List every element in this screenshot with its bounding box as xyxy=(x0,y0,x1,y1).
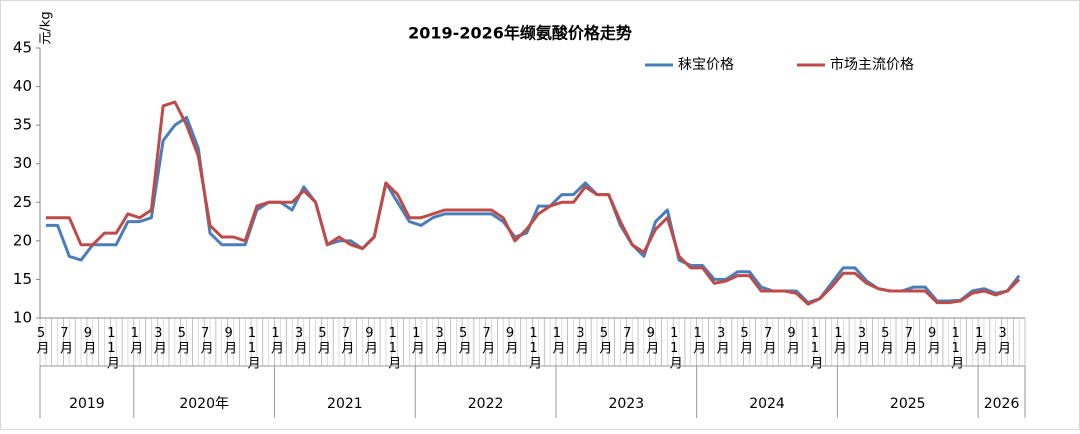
x-tick-label: 1月 xyxy=(127,326,143,355)
legend-label: 市场主流价格 xyxy=(830,56,914,73)
year-label: 2025 xyxy=(890,396,926,412)
x-tick-label: 3月 xyxy=(995,326,1011,355)
y-tick-label: 45 xyxy=(13,39,32,57)
y-tick-label: 20 xyxy=(13,231,32,249)
x-tick-label: 3月 xyxy=(714,326,730,355)
x-tick-label: 9月 xyxy=(784,326,800,355)
x-tick-label: 5月 xyxy=(596,326,612,355)
x-tick-label: 5月 xyxy=(737,326,753,355)
x-tick-label: 11月 xyxy=(667,326,683,370)
x-tick-label: 1月 xyxy=(972,326,988,355)
year-label: 2021 xyxy=(327,396,363,412)
x-tick-label: 11月 xyxy=(948,326,964,370)
x-tick-label: 9月 xyxy=(503,326,519,355)
x-tick-label: 5月 xyxy=(456,326,472,355)
x-tick-label: 3月 xyxy=(854,326,870,355)
y-tick-label: 35 xyxy=(13,116,32,134)
x-tick-label: 3月 xyxy=(291,326,307,355)
x-tick-label: 1月 xyxy=(409,326,425,355)
x-tick-label: 9月 xyxy=(925,326,941,355)
year-label: 2026 xyxy=(984,396,1020,412)
x-tick-label: 7月 xyxy=(761,326,777,355)
x-tick-label: 11月 xyxy=(245,326,260,370)
y-tick-label: 15 xyxy=(13,270,32,288)
x-tick-label: 9月 xyxy=(221,326,237,355)
y-tick-label: 25 xyxy=(13,193,32,211)
x-tick-label: 1月 xyxy=(268,326,284,355)
x-tick-label: 9月 xyxy=(643,326,659,355)
x-tick-label: 5月 xyxy=(34,326,50,355)
x-tick-label: 3月 xyxy=(432,326,448,355)
x-tick-label: 7月 xyxy=(57,326,73,355)
x-tick-label: 11月 xyxy=(385,326,401,370)
x-tick-label: 5月 xyxy=(174,326,190,355)
series-line xyxy=(45,100,1021,306)
x-tick-label: 9月 xyxy=(80,326,96,355)
x-tick-label: 7月 xyxy=(901,326,917,355)
legend-label: 秣宝价格 xyxy=(678,56,734,73)
y-axis-label: 元/kg xyxy=(39,11,54,44)
year-label: 2024 xyxy=(749,396,785,412)
x-tick-label: 3月 xyxy=(573,326,589,355)
year-label: 2022 xyxy=(468,396,504,412)
x-tick-label: 7月 xyxy=(479,326,495,355)
x-tick-label: 7月 xyxy=(198,326,214,355)
x-tick-label: 7月 xyxy=(620,326,636,355)
y-tick-label: 30 xyxy=(13,154,32,172)
x-tick-label: 1月 xyxy=(549,326,565,355)
year-label: 2019 xyxy=(69,396,105,412)
x-tick-label: 5月 xyxy=(315,326,331,355)
x-tick-label: 11月 xyxy=(807,326,823,370)
y-tick-label: 40 xyxy=(13,77,32,95)
x-tick-label: 1月 xyxy=(831,326,847,355)
x-tick-label: 1月 xyxy=(690,326,706,355)
chart-title: 2019-2026年缬氨酸价格走势 xyxy=(408,24,632,43)
year-label: 2020年 xyxy=(179,396,229,412)
x-tick-label: 3月 xyxy=(151,326,167,355)
year-label: 2023 xyxy=(608,396,644,412)
x-tick-label: 9月 xyxy=(362,326,378,355)
x-tick-label: 11月 xyxy=(526,326,542,370)
x-tick-label: 7月 xyxy=(338,326,354,355)
y-tick-label: 10 xyxy=(13,309,32,327)
x-tick-label: 11月 xyxy=(104,326,120,370)
x-tick-label: 5月 xyxy=(878,326,894,355)
